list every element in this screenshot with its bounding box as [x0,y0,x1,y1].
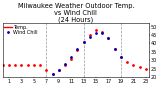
Temp. [76,50,78,51]
Temp. [101,31,103,32]
Temp. [120,56,122,57]
Wind Chill [64,63,66,64]
Temp. [52,73,53,74]
Temp. [89,35,91,36]
Temp. [83,41,85,42]
Temp. [20,65,22,66]
Line: Temp.: Temp. [1,29,147,75]
Line: Wind Chill: Wind Chill [51,32,122,75]
Wind Chill [101,33,103,34]
Temp. [27,65,29,66]
Wind Chill [83,41,85,42]
Wind Chill [108,38,109,39]
Temp. [45,70,47,71]
Temp. [33,65,35,66]
Temp. [95,29,97,31]
Temp. [39,65,41,66]
Temp. [139,67,140,68]
Wind Chill [95,33,97,34]
Wind Chill [58,70,60,71]
Wind Chill [89,36,91,37]
Temp. [70,58,72,59]
Temp. [114,48,116,49]
Temp. [132,65,134,66]
Temp. [58,70,60,71]
Wind Chill [120,56,122,57]
Wind Chill [114,48,116,49]
Temp. [2,65,4,66]
Wind Chill [70,56,72,57]
Title: Milwaukee Weather Outdoor Temp.
vs Wind Chill
(24 Hours): Milwaukee Weather Outdoor Temp. vs Wind … [18,3,134,23]
Temp. [126,62,128,63]
Temp. [145,68,147,69]
Temp. [8,65,10,66]
Wind Chill [52,73,53,74]
Temp. [14,65,16,66]
Temp. [108,38,109,39]
Legend: Temp., Wind Chill: Temp., Wind Chill [4,24,38,35]
Wind Chill [76,48,78,49]
Temp. [64,65,66,66]
